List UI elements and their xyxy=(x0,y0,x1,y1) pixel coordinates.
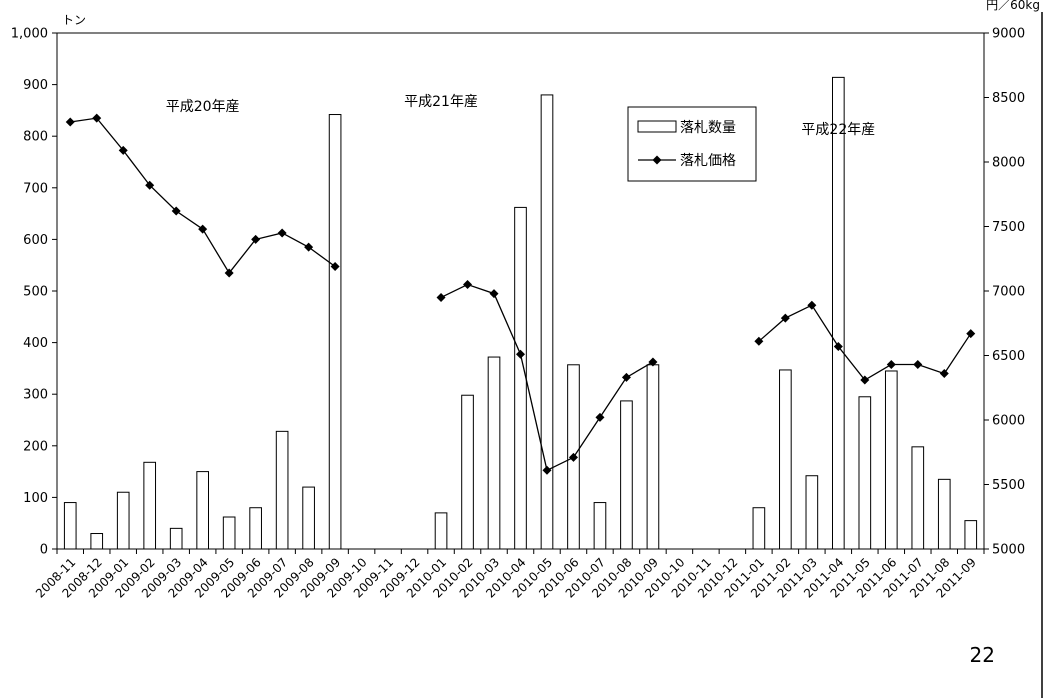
price-point xyxy=(198,224,208,234)
page-number: 22 xyxy=(970,643,995,667)
price-point xyxy=(489,289,499,299)
price-line-segment xyxy=(70,117,336,275)
price-point xyxy=(966,329,976,339)
left-tick-label: 700 xyxy=(23,181,48,196)
price-point xyxy=(516,349,525,359)
left-tick-label: 600 xyxy=(23,233,48,248)
volume-bar xyxy=(196,471,209,550)
volume-bar xyxy=(275,430,289,550)
price-point xyxy=(277,228,287,238)
x-axis: 2008-112008-122009-012009-022009-032009-… xyxy=(33,549,985,601)
left-tick-label: 300 xyxy=(23,388,48,403)
price-point xyxy=(436,292,446,302)
volume-bar xyxy=(911,446,925,550)
price-point xyxy=(251,234,261,244)
price-point xyxy=(330,261,340,271)
price-point xyxy=(92,113,102,123)
price-point xyxy=(542,465,552,475)
era-label: 平成20年産 xyxy=(166,99,240,115)
right-tick-label: 8500 xyxy=(992,91,1025,106)
volume-bar xyxy=(858,396,872,550)
left-tick-label: 1,000 xyxy=(11,27,48,42)
volume-bar xyxy=(514,206,527,550)
volume-bar xyxy=(222,516,236,550)
right-axis-unit: 円／60kg xyxy=(986,0,1040,12)
price-point xyxy=(939,369,949,379)
left-axis-unit: トン xyxy=(62,13,86,27)
volume-bar xyxy=(90,533,104,550)
right-tick-label: 7500 xyxy=(992,220,1025,235)
price-point xyxy=(780,313,790,323)
volume-bar xyxy=(593,502,607,550)
price-point xyxy=(807,300,817,310)
legend: 落札数量 落札価格 xyxy=(627,106,757,182)
price-line-segment xyxy=(758,304,972,381)
left-tick-label: 500 xyxy=(23,285,48,300)
price-point xyxy=(224,268,234,278)
price-point xyxy=(568,452,578,462)
volume-bar xyxy=(964,520,978,550)
right-tick-label: 9000 xyxy=(992,27,1025,42)
right-tick-label: 6000 xyxy=(992,414,1025,429)
price-point xyxy=(595,412,605,422)
volume-bar xyxy=(328,114,342,550)
left-tick-label: 800 xyxy=(23,130,48,145)
price-point xyxy=(621,372,631,382)
left-tick-label: 100 xyxy=(23,491,48,506)
price-point xyxy=(860,375,870,385)
volume-bar xyxy=(434,512,448,550)
left-tick-label: 200 xyxy=(23,439,48,454)
line-series-price xyxy=(65,113,976,475)
volume-bar xyxy=(302,486,315,550)
right-y-axis: 5000 5500 6000 6500 7000 7500 8000 8500 9000 xyxy=(984,27,1025,558)
price-point xyxy=(913,360,923,370)
left-tick-label: 400 xyxy=(23,336,48,351)
volume-bar xyxy=(540,94,554,550)
volume-bar xyxy=(752,507,766,550)
left-y-axis: 0 100 200 300 400 500 600 700 800 900 1,000 xyxy=(11,27,57,558)
era-label: 平成22年産 xyxy=(801,122,875,138)
volume-bar xyxy=(884,370,898,550)
volume-bar xyxy=(116,491,130,550)
volume-bar xyxy=(937,478,951,550)
volume-bar xyxy=(646,364,660,550)
price-point xyxy=(754,336,764,346)
right-tick-label: 7000 xyxy=(992,285,1025,300)
legend-label-volume: 落札数量 xyxy=(680,120,736,136)
volume-bar xyxy=(249,507,262,550)
price-point xyxy=(648,357,658,367)
right-tick-label: 5000 xyxy=(992,543,1025,558)
legend-swatch-marker xyxy=(652,155,662,165)
right-tick-label: 6500 xyxy=(992,349,1025,364)
left-tick-label: 0 xyxy=(40,543,48,558)
volume-bar xyxy=(779,369,792,550)
price-point xyxy=(304,242,314,252)
volume-bar xyxy=(487,356,501,550)
legend-label-price: 落札価格 xyxy=(680,153,736,169)
price-point xyxy=(171,206,181,216)
left-tick-label: 900 xyxy=(23,78,48,93)
volume-bar xyxy=(620,400,633,550)
bar-series-volume xyxy=(63,76,978,550)
legend-box xyxy=(627,106,757,182)
legend-swatch-bar xyxy=(637,120,677,133)
price-point xyxy=(833,341,843,351)
volume-bar xyxy=(143,461,157,550)
price-point xyxy=(65,117,75,127)
volume-bar xyxy=(169,527,183,550)
era-label: 平成21年産 xyxy=(404,94,478,110)
price-point xyxy=(463,280,473,290)
volume-bar xyxy=(832,76,845,550)
right-tick-label: 5500 xyxy=(992,478,1025,493)
right-tick-label: 8000 xyxy=(992,156,1025,171)
price-point xyxy=(118,145,128,155)
price-point xyxy=(886,360,896,370)
volume-bar xyxy=(461,394,474,550)
volume-bar xyxy=(63,502,77,550)
price-point xyxy=(145,180,155,190)
volume-bar xyxy=(805,475,819,550)
